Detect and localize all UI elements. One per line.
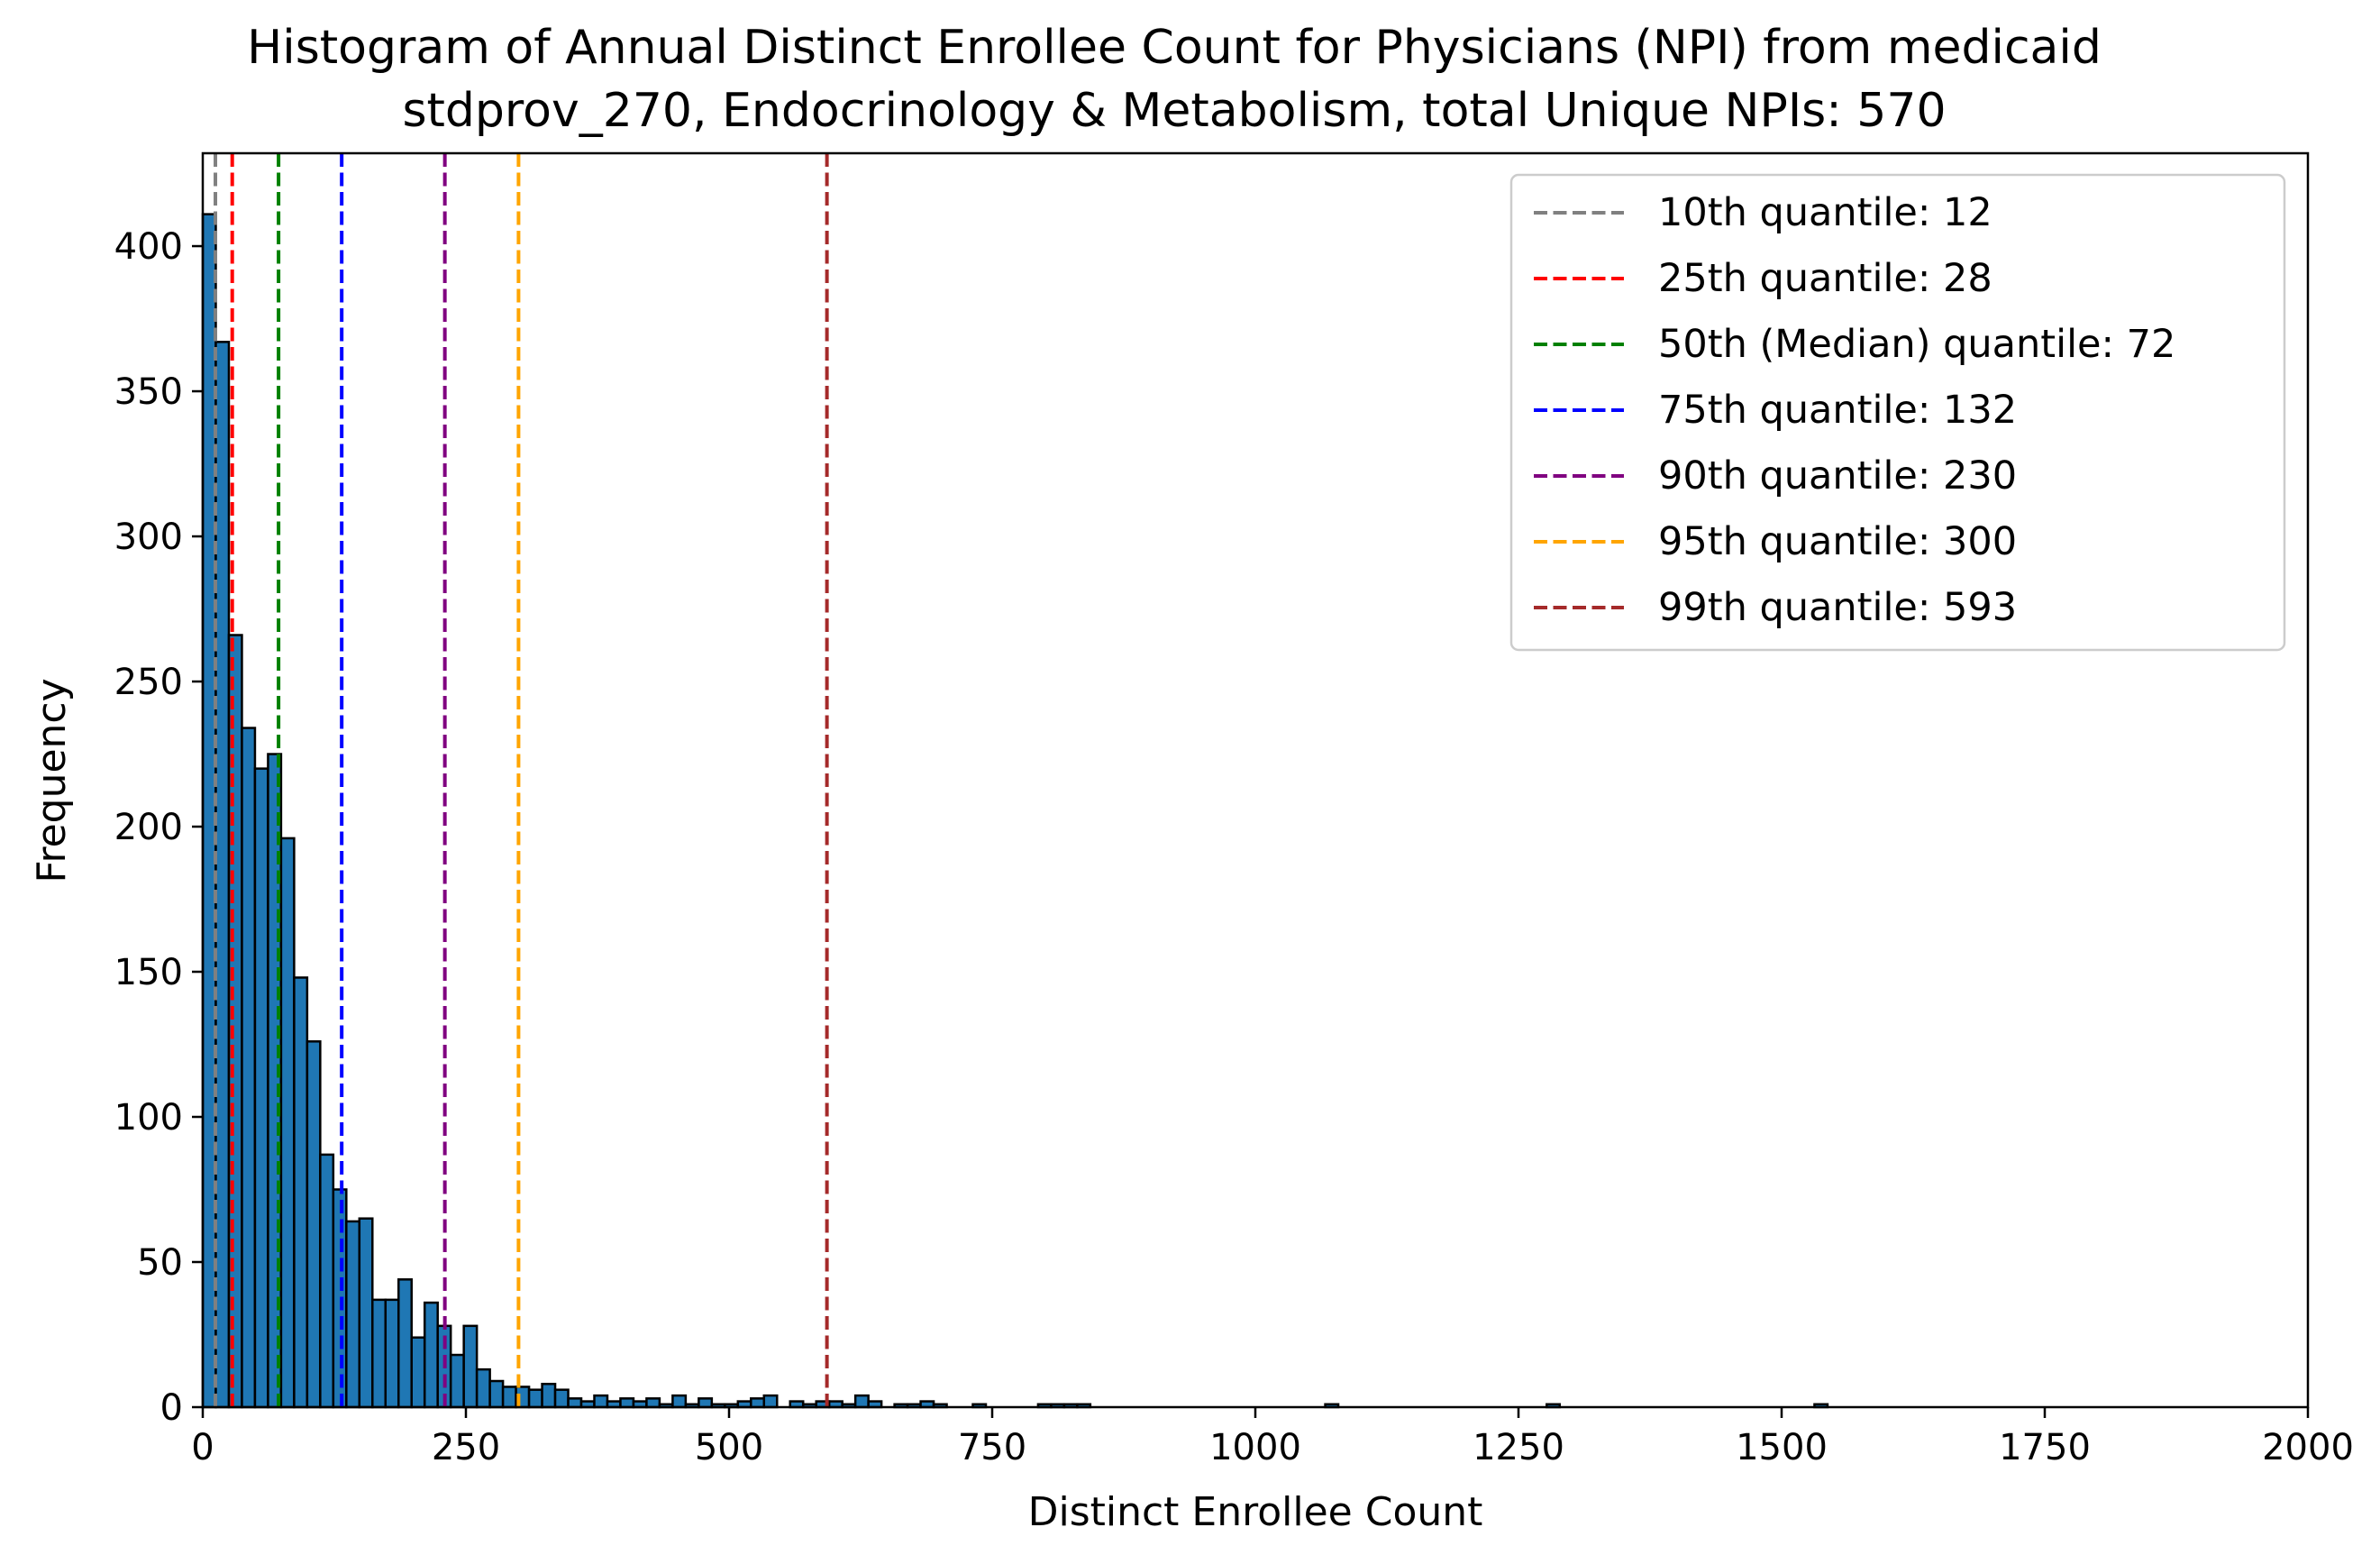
histogram-bar xyxy=(593,1394,609,1409)
legend-label: 95th quantile: 300 xyxy=(1658,519,2017,564)
x-axis: 0 250 500 750 1000 1250 1500 1750 2000 xyxy=(191,1407,2354,1468)
y-tick-label: 400 xyxy=(114,226,183,268)
legend: 10th quantile: 12 25th quantile: 28 50th (… xyxy=(1509,173,2286,652)
histogram-bar xyxy=(305,1040,322,1409)
histogram-bar xyxy=(358,1217,374,1409)
y-axis-label: Frequency xyxy=(29,678,75,883)
y-axis: 0 50 100 150 200 250 300 350 400 xyxy=(114,226,203,1429)
chart-title-line-2: stdprov_270, Endocrinology & Metabolism,… xyxy=(402,84,1946,138)
histogram-bar xyxy=(410,1336,426,1409)
chart-title-line-1: Histogram of Annual Distinct Enrollee Co… xyxy=(247,21,2102,75)
histogram-bar xyxy=(384,1298,400,1409)
legend-label: 90th quantile: 230 xyxy=(1658,453,2017,498)
x-tick-label: 1750 xyxy=(1999,1427,2091,1468)
histogram-bar xyxy=(698,1397,714,1409)
histogram-bar xyxy=(762,1394,779,1409)
y-tick-label: 100 xyxy=(114,1097,183,1139)
histogram-bar xyxy=(241,727,257,1409)
histogram-bar xyxy=(619,1397,635,1409)
histogram-bar xyxy=(227,634,243,1409)
x-tick-label: 1250 xyxy=(1473,1427,1564,1468)
x-tick-label: 2000 xyxy=(2262,1427,2354,1468)
legend-label: 50th (Median) quantile: 72 xyxy=(1658,322,2175,367)
histogram-bar xyxy=(293,976,309,1409)
histogram-bar xyxy=(397,1278,413,1409)
histogram-bar xyxy=(567,1397,583,1409)
histogram-bar xyxy=(527,1388,543,1409)
legend-label: 75th quantile: 132 xyxy=(1658,388,2017,433)
histogram-bar xyxy=(501,1386,517,1409)
histogram-bar xyxy=(319,1153,335,1409)
histogram-bar xyxy=(645,1397,661,1409)
y-tick-label: 0 xyxy=(160,1387,183,1429)
histogram-bar xyxy=(671,1394,688,1409)
x-axis-label: Distinct Enrollee Count xyxy=(1028,1489,1483,1535)
y-tick-label: 150 xyxy=(114,952,183,993)
legend-label: 10th quantile: 12 xyxy=(1658,190,1992,235)
y-tick-label: 50 xyxy=(137,1242,183,1284)
x-tick-label: 1500 xyxy=(1736,1427,1828,1468)
histogram-bar xyxy=(853,1394,870,1409)
legend-frame xyxy=(1509,173,2286,652)
x-tick-label: 0 xyxy=(191,1427,214,1468)
histogram-bar xyxy=(475,1367,491,1409)
histogram-bar xyxy=(449,1353,465,1409)
histogram-bar xyxy=(750,1397,766,1409)
histogram-bar xyxy=(253,767,269,1409)
x-tick-label: 1000 xyxy=(1209,1427,1301,1468)
histogram-bar xyxy=(553,1388,570,1409)
legend-label: 25th quantile: 28 xyxy=(1658,256,1992,301)
histogram-bar xyxy=(332,1188,348,1409)
legend-label: 99th quantile: 593 xyxy=(1658,585,2017,630)
y-tick-label: 250 xyxy=(114,662,183,703)
histogram-bar xyxy=(462,1324,479,1409)
x-tick-label: 250 xyxy=(432,1427,500,1468)
histogram-bar xyxy=(488,1379,505,1409)
histogram-bars xyxy=(201,213,1829,1409)
x-tick-label: 500 xyxy=(695,1427,763,1468)
y-tick-label: 300 xyxy=(114,517,183,558)
histogram-bar xyxy=(371,1298,388,1409)
histogram-bar xyxy=(345,1220,361,1409)
quantile-lines xyxy=(214,153,829,1407)
x-tick-label: 750 xyxy=(958,1427,1026,1468)
histogram-bar xyxy=(423,1301,439,1409)
y-tick-label: 200 xyxy=(114,807,183,848)
histogram-bar xyxy=(541,1382,557,1409)
histogram-bar xyxy=(279,837,296,1409)
y-tick-label: 350 xyxy=(114,371,183,413)
legend-entries: 10th quantile: 12 25th quantile: 28 50th (… xyxy=(1534,190,2175,630)
histogram-bar xyxy=(214,341,231,1409)
